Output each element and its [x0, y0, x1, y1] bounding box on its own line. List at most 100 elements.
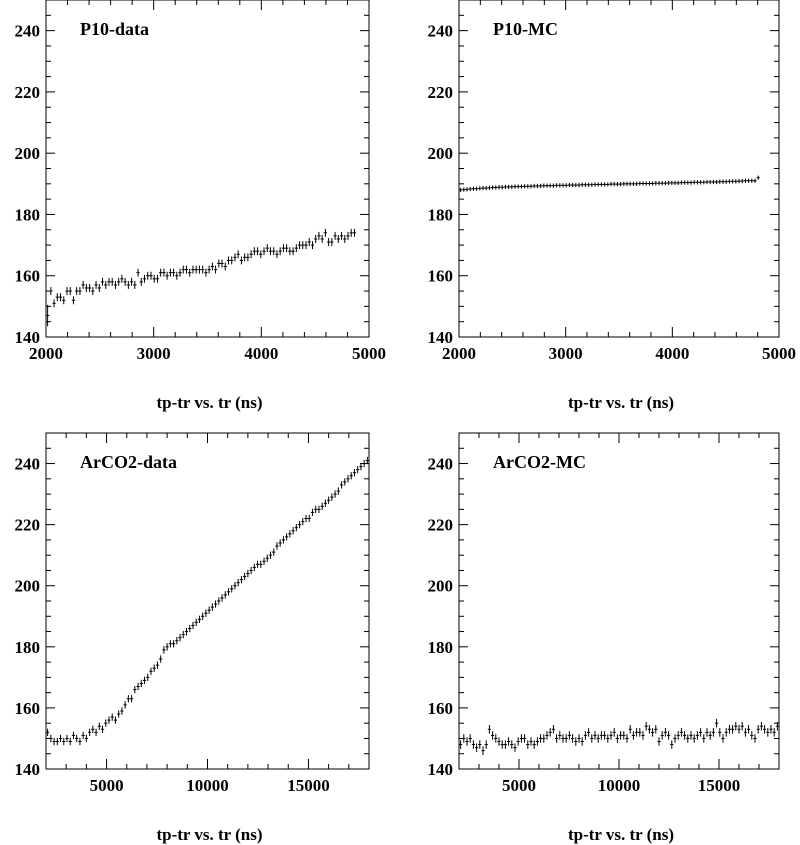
data-point — [213, 600, 218, 608]
data-point — [670, 180, 674, 186]
data-point — [763, 725, 767, 734]
x-tick-label: 5000 — [502, 776, 536, 795]
data-point — [46, 304, 50, 327]
data-point — [647, 725, 651, 734]
data-point — [168, 640, 172, 648]
data-point — [120, 274, 124, 283]
data-point — [149, 667, 153, 675]
data-point — [532, 183, 536, 189]
data-point — [272, 247, 276, 256]
data-point — [314, 505, 318, 514]
data-point — [146, 673, 150, 682]
data-point — [641, 731, 645, 740]
data-point — [510, 184, 514, 190]
data-point — [529, 184, 533, 189]
data-point — [689, 180, 693, 185]
data-point — [743, 178, 747, 183]
data-point — [243, 572, 247, 581]
data-point — [475, 743, 479, 752]
data-point — [542, 734, 546, 743]
data-point — [516, 184, 520, 189]
data-point — [288, 247, 292, 256]
data-point — [494, 734, 498, 743]
x-tick-label: 5000 — [90, 776, 124, 795]
data-point — [529, 737, 533, 746]
data-point — [84, 283, 88, 292]
data-point — [352, 469, 357, 477]
data-point — [756, 725, 760, 734]
data-point — [165, 643, 169, 651]
y-tick-label: 240 — [428, 455, 454, 474]
data-point — [133, 685, 137, 694]
data-point — [81, 731, 85, 740]
x-tick-label: 10000 — [598, 776, 641, 795]
data-point — [197, 265, 202, 274]
data-point — [644, 721, 648, 731]
data-point — [612, 181, 616, 187]
data-point — [226, 588, 231, 596]
data-point — [747, 725, 751, 734]
data-point — [651, 728, 655, 737]
data-point — [673, 180, 677, 186]
data-point — [310, 508, 315, 517]
data-point — [468, 186, 472, 192]
data-point — [152, 664, 156, 672]
data-point — [333, 490, 337, 498]
data-point — [71, 296, 76, 305]
data-point — [609, 731, 613, 740]
data-point — [46, 728, 50, 737]
data-point — [625, 181, 629, 186]
data-point — [500, 185, 504, 190]
data-point — [673, 734, 677, 743]
data-point — [731, 179, 735, 184]
data-point — [239, 256, 244, 265]
data-point — [113, 716, 118, 724]
data-point — [58, 734, 63, 743]
data-point — [323, 228, 328, 237]
data-point — [478, 740, 482, 749]
data-point — [252, 563, 256, 572]
y-tick-label: 220 — [15, 516, 41, 535]
data-point — [275, 250, 279, 259]
data-point — [513, 184, 517, 189]
data-point — [708, 731, 712, 740]
data-point — [679, 728, 683, 737]
data-point — [507, 184, 511, 190]
data-point — [255, 560, 260, 569]
data-point — [236, 250, 240, 259]
data-point — [609, 181, 613, 187]
data-point — [571, 182, 575, 188]
data-point — [577, 182, 581, 188]
data-point — [155, 661, 160, 669]
data-point — [766, 728, 770, 737]
data-point — [104, 280, 108, 289]
y-tick-label: 240 — [428, 22, 454, 41]
data-point — [705, 728, 709, 737]
data-point — [262, 247, 266, 256]
data-point — [301, 517, 305, 526]
data-point — [516, 737, 520, 746]
data-point — [740, 721, 744, 731]
data-point — [545, 731, 549, 740]
data-point — [133, 280, 137, 289]
data-point — [123, 277, 127, 286]
data-point — [330, 238, 334, 247]
data-point — [81, 280, 85, 289]
data-point — [718, 179, 722, 184]
data-point — [526, 740, 530, 749]
data-point — [272, 548, 276, 556]
data-point — [171, 268, 176, 277]
data-point — [667, 180, 671, 186]
data-point — [647, 181, 651, 186]
data-point — [320, 502, 324, 510]
data-point — [689, 731, 693, 740]
data-point — [567, 182, 571, 188]
data-point — [708, 179, 712, 185]
panel-title: P10-MC — [493, 19, 558, 39]
data-point — [58, 293, 63, 302]
data-point — [220, 259, 224, 268]
data-point — [545, 183, 549, 188]
data-point — [68, 287, 72, 296]
data-point — [294, 524, 298, 532]
